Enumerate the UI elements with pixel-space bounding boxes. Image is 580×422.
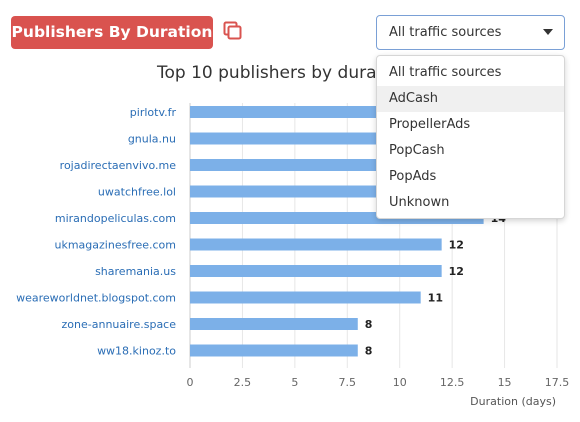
caret-up-icon xyxy=(543,29,553,35)
x-tick-label: 7.5 xyxy=(339,376,357,389)
traffic-source-selected: All traffic sources xyxy=(389,25,502,40)
page-title: Publishers By Duration xyxy=(11,16,213,49)
bar[interactable] xyxy=(190,238,442,251)
category-label[interactable]: ww18.kinoz.to xyxy=(97,345,176,358)
category-label[interactable]: weareworldnet.blogspot.com xyxy=(16,292,176,305)
x-axis-title: Duration (days) xyxy=(470,395,556,408)
dropdown-option[interactable]: PropellerAds xyxy=(389,117,471,132)
dropdown-option[interactable]: AdCash xyxy=(377,86,564,112)
x-tick-label: 10 xyxy=(393,376,407,389)
traffic-source-dropdown: All traffic sources AdCash PropellerAds Pop… xyxy=(376,55,565,219)
dropdown-option[interactable]: PopCash xyxy=(389,143,445,158)
bar[interactable] xyxy=(190,344,358,357)
data-label: 12 xyxy=(449,265,464,278)
category-label[interactable]: pirlotv.fr xyxy=(130,106,177,119)
x-tick-label: 2.5 xyxy=(234,376,252,389)
copy-icon[interactable] xyxy=(223,21,242,40)
bar[interactable] xyxy=(190,291,421,304)
data-label: 11 xyxy=(428,292,443,305)
category-label[interactable]: ukmagazinesfree.com xyxy=(55,239,177,252)
data-label: 8 xyxy=(365,345,373,358)
dropdown-option[interactable]: All traffic sources xyxy=(389,65,502,80)
data-label: 8 xyxy=(365,318,373,331)
x-tick-label: 12.5 xyxy=(440,376,465,389)
bar[interactable] xyxy=(190,265,442,277)
category-label[interactable]: rojadirectaenvivo.me xyxy=(60,159,177,172)
x-tick-label: 5 xyxy=(291,376,298,389)
dropdown-option[interactable]: Unknown xyxy=(389,195,450,210)
traffic-source-select[interactable]: All traffic sources xyxy=(376,15,565,50)
category-label[interactable]: mirandopeliculas.com xyxy=(55,212,176,225)
bar[interactable] xyxy=(190,318,358,330)
category-label[interactable]: zone-annuaire.space xyxy=(62,318,177,331)
x-tick-label: 17.5 xyxy=(545,376,570,389)
chart-title: Top 10 publishers by duration xyxy=(156,63,409,83)
x-tick-label: 0 xyxy=(187,376,194,389)
x-tick-label: 15 xyxy=(498,376,512,389)
category-label[interactable]: sharemania.us xyxy=(95,265,176,278)
category-label[interactable]: gnula.nu xyxy=(128,133,176,146)
dropdown-option[interactable]: PopAds xyxy=(389,169,437,184)
data-label: 12 xyxy=(449,239,464,252)
category-label[interactable]: uwatchfree.lol xyxy=(98,186,176,199)
